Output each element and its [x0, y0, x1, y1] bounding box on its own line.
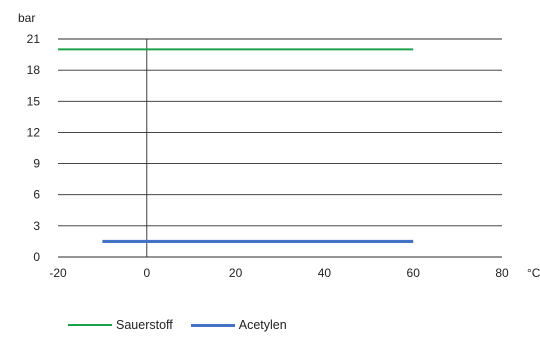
y-tick-label-0: 0 [33, 250, 40, 264]
x-axis-label: °C [527, 266, 540, 280]
y-axis-label: bar [18, 11, 35, 25]
legend-item-sauerstoff: Sauerstoff [68, 318, 173, 332]
legend-swatch-acetylen [190, 323, 235, 327]
tick-labels: 0 3 6 9 12 15 18 21 -20 0 20 40 60 80 bar °C [18, 11, 540, 280]
legend: Sauerstoff Acetylen [68, 318, 287, 332]
y-tick-label-12: 12 [27, 125, 41, 139]
x-tick-label-0: 0 [143, 266, 150, 280]
legend-label-acetylen: Acetylen [238, 318, 287, 332]
y-tick-label-15: 15 [27, 94, 41, 108]
y-tick-label-21: 21 [27, 32, 41, 46]
legend-swatch-sauerstoff [68, 324, 112, 326]
y-tick-label-18: 18 [27, 63, 41, 77]
x-tick-label-80: 80 [495, 266, 509, 280]
y-tick-label-3: 3 [33, 219, 40, 233]
x-tick-label-20: 20 [229, 266, 243, 280]
legend-label-sauerstoff: Sauerstoff [116, 318, 173, 332]
series-lines [58, 48, 414, 244]
x-tick-label-40: 40 [318, 266, 332, 280]
x-tick-label-60: 60 [407, 266, 421, 280]
line-chart: 0 3 6 9 12 15 18 21 -20 0 20 40 60 80 bar °C [18, 11, 540, 280]
grid-lines [58, 38, 502, 258]
legend-item-acetylen: Acetylen [190, 318, 287, 332]
y-tick-label-6: 6 [33, 188, 40, 202]
y-tick-label-9: 9 [33, 157, 40, 171]
x-tick-label--20: -20 [49, 266, 67, 280]
